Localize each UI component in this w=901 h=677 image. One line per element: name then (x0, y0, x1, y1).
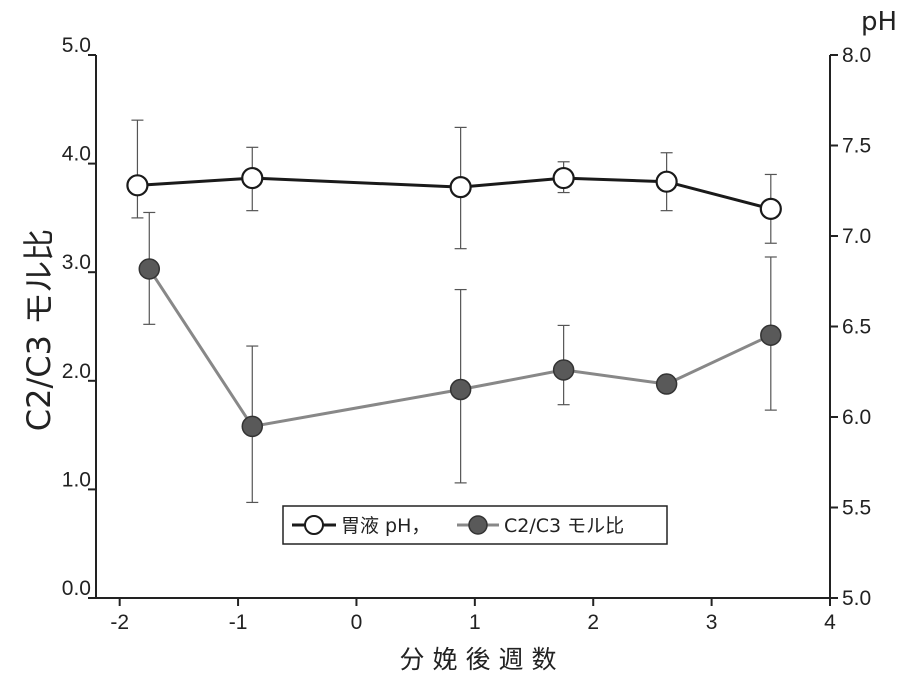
y-left-tick-label: 0.0 (62, 577, 91, 600)
data-point-ph (449, 176, 472, 199)
legend-ratio-marker (468, 515, 488, 535)
y-right-tick-label: 6.5 (842, 316, 871, 339)
legend-ratio-label: C2/C3 モル比 (504, 515, 624, 537)
data-point-ratio (760, 324, 782, 346)
series-ratio (138, 211, 782, 504)
x-axis-title: 分娩後週数 (399, 645, 564, 674)
data-point-ratio (241, 415, 264, 438)
y-right-tick-label: 8.0 (842, 44, 871, 67)
data-point-ph (241, 166, 264, 190)
x-tick-label: 0 (351, 611, 363, 634)
series-line-ph (137, 176, 772, 211)
y-right-tick-label: 7.0 (842, 225, 871, 248)
y-left-tick-label: 1.0 (62, 468, 91, 491)
legend-ph-label: 胃液 pH， (341, 515, 430, 537)
y-right-tick-label: 5.0 (842, 587, 871, 610)
y-right-tick-label: 6.0 (842, 406, 871, 429)
x-tick-label: 3 (706, 611, 718, 634)
y-left-tick-label: 3.0 (62, 251, 91, 274)
y-left-tick-label: 4.0 (62, 143, 91, 166)
legend: 胃液 pH， C2/C3 モル比 (282, 505, 668, 545)
legend-ph-marker (304, 515, 324, 535)
y-right-tick-label: 7.5 (842, 135, 871, 158)
x-tick-label: -1 (229, 611, 248, 634)
axes: -2 -1 0 1 2 3 4 0.0 1.0 2.0 3.0 4.0 5.0 5.0 5.5 6.0 6.5 7… (62, 34, 871, 634)
data-point-ratio (552, 359, 575, 381)
x-tick-label: -2 (110, 611, 129, 634)
y-right-tick-label: 5.5 (842, 497, 871, 520)
data-point-ratio (138, 258, 161, 280)
series-line-ratio (148, 268, 772, 429)
y-left-tick-label: 2.0 (62, 360, 91, 383)
y-left-tick-label: 5.0 (62, 34, 91, 57)
data-point-ratio (655, 373, 678, 395)
data-point-ph (126, 174, 149, 197)
y-right-axis-title: pH (861, 7, 897, 37)
x-tick-label: 4 (824, 611, 836, 634)
y-left-axis-title: C2/C3 モル比 (20, 229, 58, 431)
data-point-ph (759, 197, 782, 220)
series-layer (126, 119, 782, 504)
data-point-ratio (449, 378, 472, 401)
x-tick-label: 1 (469, 611, 481, 634)
data-point-ph (655, 170, 678, 193)
x-tick-label: 2 (587, 611, 599, 634)
data-point-ph (552, 166, 575, 190)
series-ph (126, 119, 782, 250)
